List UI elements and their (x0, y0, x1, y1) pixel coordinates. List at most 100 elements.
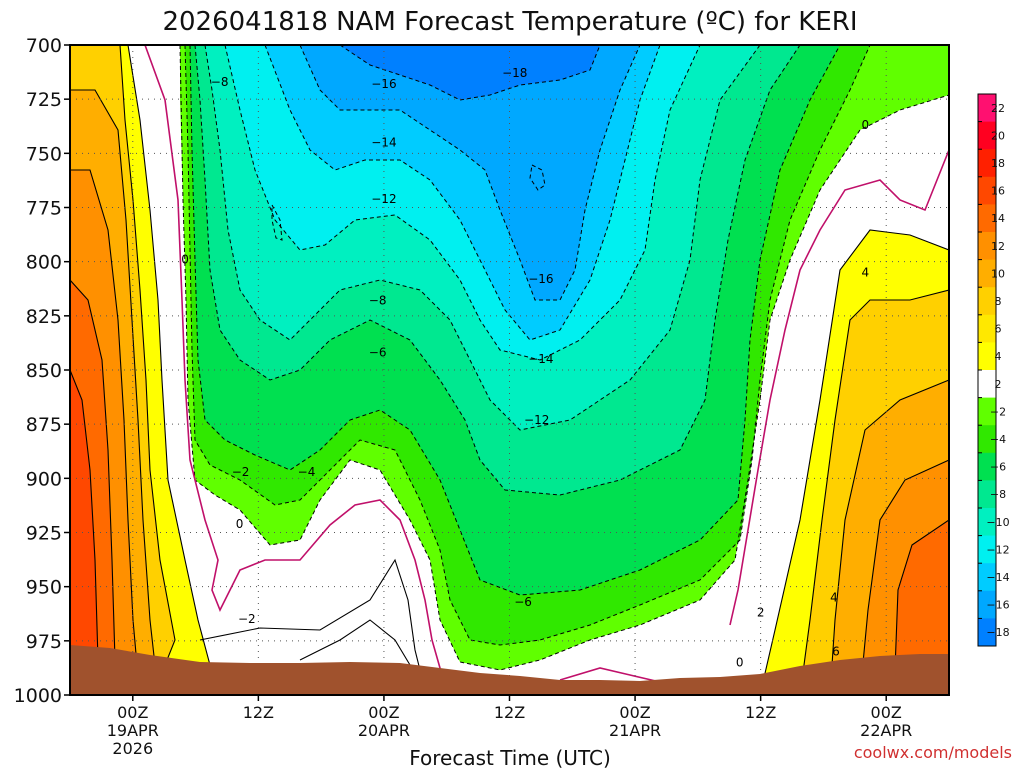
x-tick-label: 20APR (358, 721, 410, 740)
contour-label: 4 (861, 266, 869, 280)
contour-label: 4 (830, 591, 838, 605)
colorbar-swatch (978, 259, 996, 288)
isotherm-plus2-mid (199, 558, 421, 671)
colorbar-swatch (978, 535, 996, 564)
isotherm-plus4-left (119, 45, 176, 666)
contour-label: 0 (181, 253, 189, 267)
fill-plus10-right (895, 520, 949, 680)
isotherm-minus2 (179, 45, 949, 671)
isotherm-plus4-right (799, 289, 949, 695)
y-tick-label: 725 (26, 89, 62, 111)
contour-labels: −18 −16 −8 −14 −12 −16 −8 −6 −14 −12 −4 −2 0 −6 −2 0 0 4 4… (181, 66, 869, 669)
colorbar: 22 20 18 16 14 12 10 8 6 4 2 −2 −4 −6 −8 −10 −12 −14 −16 −1… (977, 93, 1010, 647)
contour-label: −16 (371, 77, 396, 91)
y-tick-label: 925 (26, 523, 62, 545)
colorbar-swatch (978, 425, 996, 454)
isotherm-minus6 (189, 45, 841, 596)
contour-label: −2 (238, 612, 256, 626)
isotherm-minus16 (299, 45, 641, 301)
contour-label: −8 (211, 75, 229, 89)
contour-label: −12 (371, 192, 396, 206)
y-tick-label: 775 (26, 198, 62, 220)
y-axis: 700 725 750 775 800 825 850 875 900 925 950 975 1000 (14, 35, 70, 707)
isotherm-0-bottom (559, 667, 661, 683)
colorbar-label: −16 (986, 599, 1009, 612)
x-tick-label: 00Z (871, 703, 902, 722)
colorbar-label: 14 (991, 212, 1005, 225)
isotherm-plus4-mid (299, 619, 411, 666)
colorbar-label: 18 (991, 157, 1005, 170)
fill-plus12-left (70, 370, 98, 675)
negative-isotherms (179, 45, 949, 671)
colorbar-swatch (978, 314, 996, 343)
colorbar-label: −2 (990, 405, 1006, 418)
x-tick-label: 19APR (107, 721, 159, 740)
isotherm-minus14 (264, 45, 661, 341)
colorbar-label: −18 (986, 626, 1009, 639)
colorbar-swatch (978, 397, 996, 426)
isotherm-plus2-right (759, 229, 949, 695)
colorbar-swatch (978, 204, 996, 233)
isotherm-minus18 (339, 45, 601, 101)
colorbar-label: 22 (991, 102, 1005, 115)
y-tick-label: 800 (26, 252, 62, 274)
x-tick-label: 21APR (609, 721, 661, 740)
y-tick-label: 975 (26, 631, 62, 653)
x-tick-label: 12Z (494, 703, 525, 722)
isotherm-minus8 (194, 45, 801, 496)
y-tick-label: 875 (26, 414, 62, 436)
contour-label: 6 (832, 645, 840, 659)
contour-label: −4 (298, 465, 316, 479)
y-tick-label: 825 (26, 306, 62, 328)
y-tick-label: 900 (26, 468, 62, 490)
isotherm-0-left (144, 45, 443, 676)
cold-fill (180, 45, 949, 670)
y-tick-label: 850 (26, 360, 62, 382)
colorbar-swatch (978, 121, 996, 150)
positive-isotherms (70, 45, 949, 695)
contour-label: −6 (514, 595, 532, 609)
contour-label: −16 (528, 272, 553, 286)
isotherm-minus16-eye (529, 164, 546, 191)
colorbar-swatch (978, 342, 996, 371)
x-axis-label: Forecast Time (UTC) (409, 746, 611, 768)
contour-label: −12 (524, 413, 549, 427)
gridlines (70, 45, 949, 695)
fill-minus18 (340, 45, 600, 100)
x-tick-label: 12Z (745, 703, 776, 722)
isotherm-plus12-left (70, 369, 99, 661)
colorbar-swatch (978, 508, 996, 537)
contour-label: 0 (736, 656, 744, 670)
isotherm-plus10-right (894, 519, 949, 671)
x-tick-label: 22APR (860, 721, 912, 740)
colorbar-label: −14 (986, 571, 1009, 584)
x-tick-label: 00Z (619, 703, 650, 722)
colorbar-swatch (978, 590, 996, 619)
contour-label: 0 (236, 517, 244, 531)
isotherm-plus2-left (127, 45, 211, 666)
colorbar-swatch (978, 176, 996, 205)
colorbar-swatch (978, 287, 996, 316)
contour-label: −18 (502, 66, 527, 80)
isotherm-minus12 (224, 45, 701, 361)
zero-isotherms (144, 45, 949, 683)
contour-label: −8 (369, 294, 387, 308)
isotherm-plus6-left (70, 89, 156, 666)
isotherm-0-right (729, 149, 949, 626)
colorbar-label: −12 (986, 543, 1009, 556)
contour-label: −6 (369, 346, 387, 360)
colorbar-label: −10 (986, 516, 1009, 529)
colorbar-label: 16 (991, 185, 1005, 198)
y-tick-label: 700 (26, 35, 62, 57)
fill-minus16 (300, 45, 640, 300)
isotherm-minus8-small (271, 204, 283, 241)
warm-fill-left (70, 45, 210, 675)
colorbar-swatch (978, 563, 996, 592)
isotherm-plus10-left (70, 279, 116, 661)
contour-label: −14 (371, 136, 396, 150)
colorbar-label: 4 (995, 350, 1002, 363)
colorbar-label: −8 (990, 488, 1006, 501)
colorbar-swatch (978, 370, 996, 399)
